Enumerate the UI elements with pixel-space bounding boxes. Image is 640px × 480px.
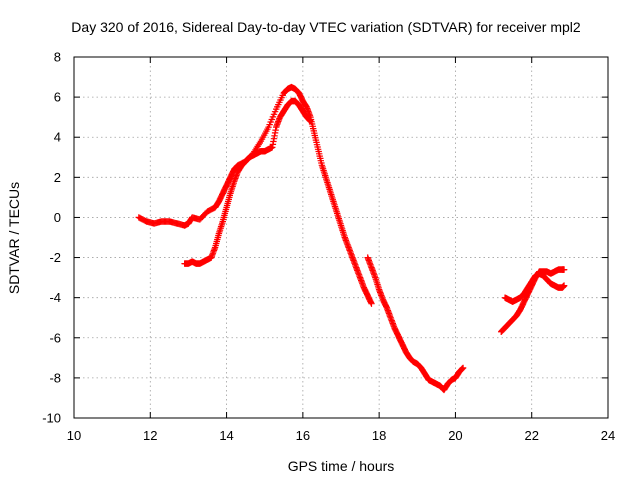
y-tick-label: -8 <box>49 370 61 385</box>
y-tick-label: -2 <box>49 250 61 265</box>
x-tick-label: 10 <box>67 428 81 443</box>
x-tick-label: 16 <box>296 428 310 443</box>
y-tick-label: 6 <box>54 90 61 105</box>
data-point-marker <box>560 266 568 273</box>
y-tick-label: 2 <box>54 170 61 185</box>
x-axis-label: GPS time / hours <box>288 458 395 474</box>
y-tick-label: 0 <box>54 210 61 225</box>
chart-title: Day 320 of 2016, Sidereal Day-to-day VTE… <box>71 19 581 35</box>
plot-area-border <box>73 56 609 419</box>
y-tick-label: -4 <box>49 290 61 305</box>
y-tick-label: -6 <box>49 330 61 345</box>
y-tick-label: 8 <box>54 50 61 65</box>
x-tick-label: 12 <box>143 428 157 443</box>
x-tick-label: 20 <box>448 428 462 443</box>
y-axis-label: SDTVAR / TECUs <box>6 182 22 294</box>
data-point-marker <box>459 364 467 372</box>
y-tick-label: -10 <box>42 411 61 426</box>
data-point-marker <box>560 282 568 289</box>
data-points <box>135 83 568 394</box>
x-tick-label: 24 <box>601 428 615 443</box>
x-tick-label: 18 <box>372 428 386 443</box>
y-tick-label: 4 <box>54 130 61 145</box>
x-tick-label: 22 <box>524 428 538 443</box>
grid <box>74 57 608 418</box>
data-point-marker <box>368 300 375 307</box>
data-point-marker <box>307 118 314 125</box>
x-tick-label: 14 <box>219 428 233 443</box>
